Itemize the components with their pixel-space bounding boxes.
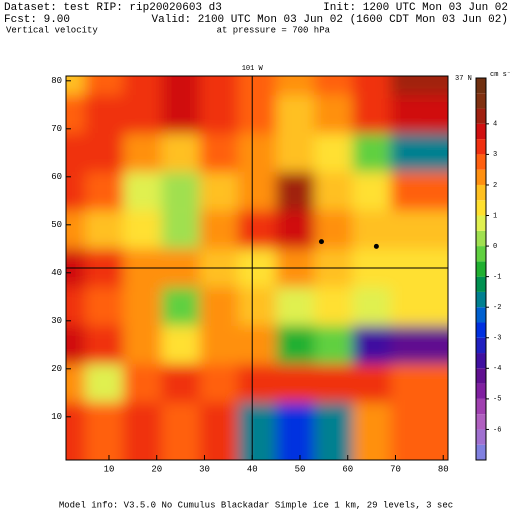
colorbar-band	[476, 276, 486, 292]
y-tick-label: 60	[51, 172, 62, 182]
y-tick-label: 30	[51, 316, 62, 326]
x-tick-label: 30	[199, 464, 210, 474]
x-tick-label: 40	[247, 464, 258, 474]
y-tick-label: 20	[51, 364, 62, 374]
colorbar-band	[476, 337, 486, 354]
x-tick-label: 70	[390, 464, 401, 474]
colorbar-band	[476, 184, 486, 201]
colorbar-band	[476, 383, 486, 399]
colorbar-tick-label: 0	[493, 243, 497, 251]
y-tick-label: 50	[51, 220, 62, 230]
colorbar-band	[476, 291, 486, 308]
colorbar-band	[476, 154, 486, 170]
colorbar-band	[476, 123, 486, 140]
colorbar-tick-label: -6	[493, 426, 501, 434]
x-tick-label: 80	[438, 464, 449, 474]
dataset: Dataset: test RIP: rip20020603 d3	[4, 2, 222, 14]
y-tick-label: 80	[51, 76, 62, 86]
field-layer	[66, 76, 448, 460]
x-tick-label: 20	[151, 464, 162, 474]
colorbar-band	[476, 444, 486, 460]
point	[318, 239, 324, 245]
colorbar-band	[476, 414, 486, 430]
plot-frame	[65, 75, 449, 461]
colorbar-band	[476, 429, 486, 445]
level: at pressure = 700 hPa	[217, 25, 331, 35]
y-tick-label: 70	[51, 124, 62, 134]
point	[373, 243, 379, 249]
cross-section-y-label: 37 N	[455, 75, 472, 83]
colorbar-tick-label: 4	[493, 121, 497, 129]
colorbar-band	[476, 215, 486, 231]
colorbar-band	[476, 139, 486, 155]
colorbar-band	[476, 200, 486, 216]
colorbar-tick-label: -2	[493, 304, 501, 312]
colorbar-band	[476, 169, 486, 185]
colorbar-band	[476, 230, 486, 247]
colorbar-band	[476, 246, 486, 262]
y-tick-label: 40	[51, 268, 62, 278]
colorbar-tick-label: -5	[493, 396, 501, 404]
footer: Model info: V3.5.0 No Cumulus Blackadar …	[59, 500, 453, 510]
colorbar-frame	[475, 77, 487, 461]
colorbar-band	[476, 108, 486, 124]
fcst: Fcst: 9.00	[4, 14, 70, 26]
colorbar-units: cm s⁻¹	[490, 71, 512, 79]
valid: Valid: 2100 UTC Mon 03 Jun 02 (1600 CDT …	[152, 14, 508, 26]
cells	[66, 76, 448, 460]
init: Init: 1200 UTC Mon 03 Jun 02	[323, 2, 508, 14]
cross-section-x-label: 101 W	[242, 65, 264, 73]
colorbar-tick-label: -1	[493, 273, 501, 281]
colorbar-tick-label: 2	[493, 182, 497, 190]
colorbar-band	[476, 322, 486, 338]
colorbar-band	[476, 78, 486, 94]
x-tick-label: 50	[295, 464, 306, 474]
colorbar-band	[476, 353, 486, 369]
colorbar-band	[476, 368, 486, 384]
colorbar-band	[476, 93, 486, 109]
field: Vertical velocity	[6, 25, 98, 35]
colorbar-tick-label: -4	[493, 365, 501, 373]
y-tick-label: 10	[51, 412, 62, 422]
colorbar-band	[476, 307, 486, 323]
x-tick-label: 10	[104, 464, 115, 474]
colorbar-tick-label: 1	[493, 212, 497, 220]
colorbar-band	[476, 261, 486, 277]
colorbar-tick-label: -3	[493, 335, 501, 343]
x-tick-label: 60	[342, 464, 353, 474]
cell	[390, 402, 448, 460]
colorbar-tick-label: 3	[493, 151, 497, 159]
colorbar-band	[476, 398, 486, 415]
